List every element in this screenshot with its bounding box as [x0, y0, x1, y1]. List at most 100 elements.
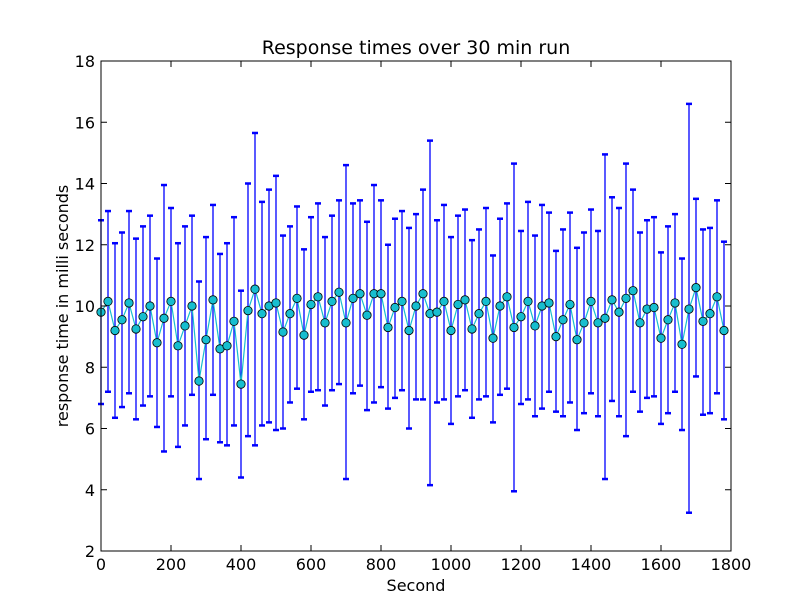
- data-point: [411, 301, 421, 311]
- data-point: [404, 325, 414, 336]
- data-point: [271, 298, 281, 308]
- data-point: [523, 296, 533, 307]
- data-point: [607, 295, 617, 305]
- data-point: [544, 298, 554, 308]
- data-point: [117, 315, 127, 325]
- data-point: [110, 325, 120, 336]
- data-point: [698, 316, 708, 326]
- data-point: [474, 309, 484, 319]
- data-point: [439, 296, 449, 307]
- data-point: [663, 315, 673, 325]
- data-point: [481, 296, 491, 307]
- data-point: [600, 313, 610, 323]
- data-point: [635, 318, 645, 328]
- x-tick-label: 800: [366, 555, 397, 574]
- data-point: [565, 299, 575, 310]
- data-point: [551, 332, 561, 342]
- data-point: [453, 299, 463, 310]
- data-point: [593, 318, 603, 328]
- data-point: [187, 301, 197, 311]
- data-point: [257, 309, 267, 319]
- data-point: [355, 289, 365, 299]
- data-point: [432, 307, 442, 317]
- data-point: [390, 302, 400, 313]
- data-point: [334, 287, 344, 297]
- data-point: [677, 339, 687, 349]
- y-tick-label: 8: [85, 358, 95, 377]
- data-point: [488, 333, 498, 343]
- data-point: [495, 301, 505, 311]
- data-point: [306, 299, 316, 310]
- y-tick-label: 16: [75, 113, 95, 132]
- data-point: [397, 296, 407, 307]
- data-point: [467, 324, 477, 334]
- axis-ticks: 0 200 400 600 800 1000 1200 1400 1600 1800 2 4 6 8 10 1…: [75, 52, 752, 574]
- data-point: [152, 338, 162, 348]
- data-point: [320, 318, 330, 328]
- data-point: [383, 322, 393, 333]
- data-point: [173, 341, 183, 351]
- data-point: [579, 318, 589, 328]
- data-point: [138, 312, 148, 322]
- data-point: [719, 325, 729, 336]
- data-point: [124, 298, 134, 308]
- data-point: [446, 325, 456, 336]
- data-point: [705, 309, 715, 319]
- x-tick-label: 1000: [431, 555, 472, 574]
- chart-title: Response times over 30 min run: [262, 37, 571, 59]
- data-point: [509, 322, 519, 333]
- data-point: [299, 330, 309, 340]
- data-point: [208, 295, 218, 305]
- x-tick-label: 1400: [571, 555, 612, 574]
- data-point: [236, 379, 246, 389]
- data-point: [418, 289, 428, 299]
- data-point: [103, 296, 113, 307]
- data-point: [166, 296, 176, 307]
- x-tick-label: 0: [96, 555, 106, 574]
- data-point: [229, 316, 239, 326]
- data-point: [131, 324, 141, 334]
- error-bar: [707, 226, 713, 415]
- x-tick-label: 400: [226, 555, 257, 574]
- y-tick-label: 2: [85, 542, 95, 561]
- y-tick-label: 14: [75, 175, 95, 194]
- data-point: [460, 295, 470, 305]
- y-tick-label: 12: [75, 236, 95, 255]
- data-point: [684, 304, 694, 314]
- data-point: [292, 293, 302, 303]
- x-tick-label: 600: [296, 555, 327, 574]
- y-tick-label: 18: [75, 52, 95, 71]
- data-point: [516, 312, 526, 322]
- data-point: [243, 305, 253, 316]
- data-point: [621, 293, 631, 303]
- data-point: [614, 307, 624, 317]
- y-axis-title: response time in milli seconds: [53, 185, 72, 428]
- error-bar: [553, 249, 559, 413]
- y-tick-label: 4: [85, 481, 95, 500]
- data-point: [348, 293, 358, 303]
- data-point: [362, 310, 372, 320]
- data-point: [376, 289, 386, 299]
- x-tick-label: 1200: [501, 555, 542, 574]
- data-point: [691, 283, 701, 293]
- data-point: [250, 284, 260, 294]
- data-point: [278, 327, 288, 337]
- y-tick-label: 10: [75, 297, 95, 316]
- data-point: [145, 301, 155, 311]
- plot-area: [96, 102, 729, 514]
- data-point: [530, 321, 540, 331]
- data-point: [180, 321, 190, 331]
- data-point: [558, 315, 568, 325]
- data-point: [628, 286, 638, 296]
- data-point: [201, 335, 211, 345]
- data-point: [670, 298, 680, 308]
- data-point: [586, 296, 596, 307]
- data-point: [222, 341, 232, 351]
- x-tick-label: 1800: [711, 555, 752, 574]
- data-point: [194, 376, 204, 386]
- data-point: [649, 302, 659, 313]
- data-point: [712, 292, 722, 302]
- y-tick-label: 6: [85, 420, 95, 439]
- data-point: [502, 292, 512, 302]
